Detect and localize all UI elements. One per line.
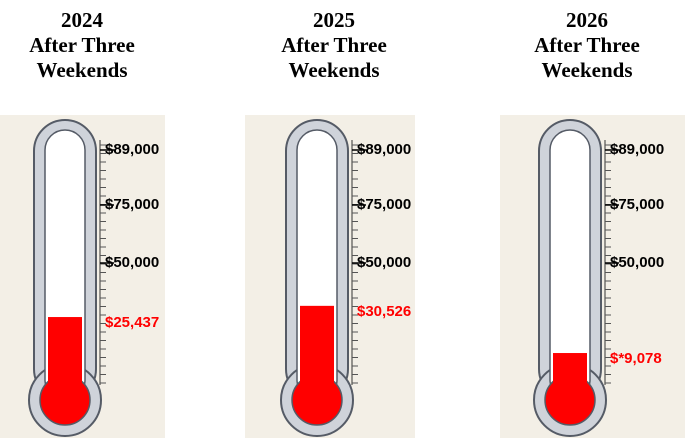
subtitle: After Three Weekends: [522, 33, 652, 83]
tick-label: $50,000: [610, 254, 664, 271]
tick-label: $89,000: [105, 141, 159, 158]
year: 2025: [269, 8, 399, 33]
tick-label: $75,000: [610, 196, 664, 213]
value-label: $*9,078: [610, 350, 662, 367]
tick-label: $89,000: [357, 141, 411, 158]
subtitle: After Three Weekends: [269, 33, 399, 83]
value-label: $25,437: [105, 314, 159, 331]
page: $50,000 $75,000 $89,000 $25,437 $50,000 $75,0…: [0, 0, 685, 438]
tick-label: $50,000: [105, 254, 159, 271]
year: 2026: [522, 8, 652, 33]
fill-level: [300, 306, 334, 392]
tick-label: $75,000: [105, 196, 159, 213]
tick-label: $50,000: [357, 254, 411, 271]
value-label: $30,526: [357, 303, 411, 320]
fill-level: [553, 353, 587, 392]
year: 2024: [17, 8, 147, 33]
fill-level: [48, 317, 82, 392]
tick-label: $89,000: [610, 141, 664, 158]
subtitle: After Three Weekends: [17, 33, 147, 83]
tick-label: $75,000: [357, 196, 411, 213]
